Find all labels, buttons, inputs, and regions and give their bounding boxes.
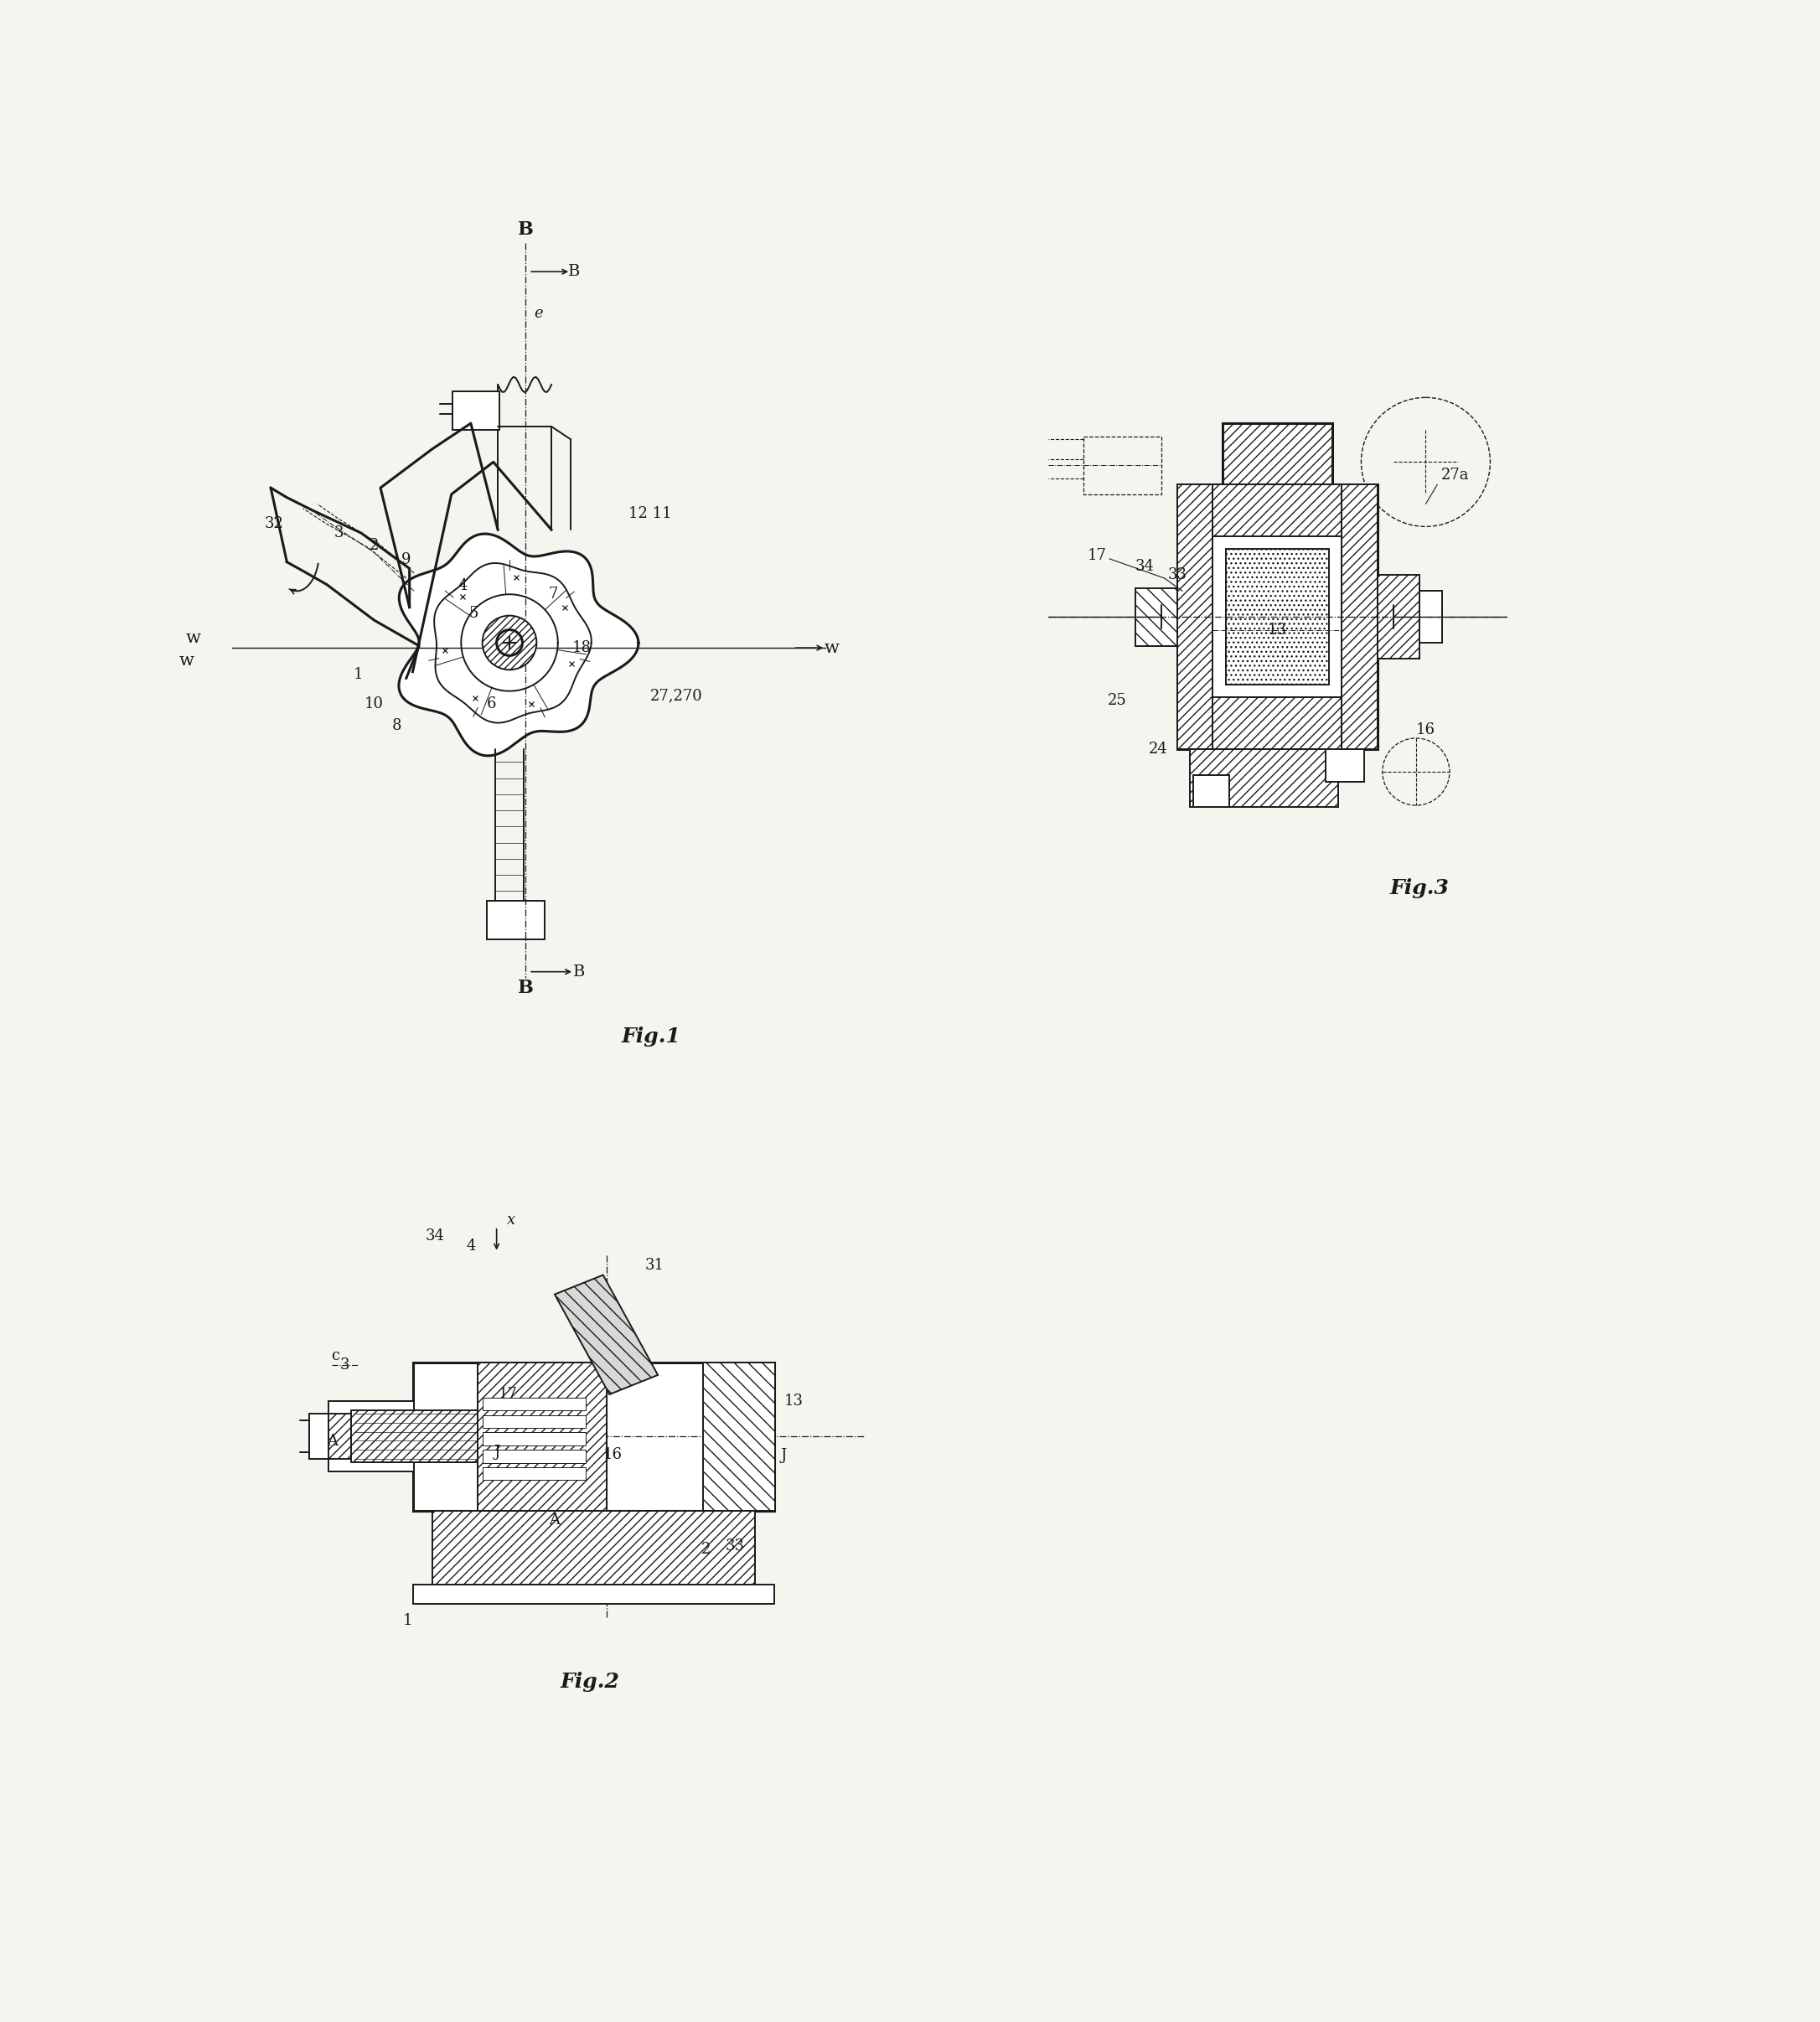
Text: 10: 10 [364,696,384,712]
Bar [1212,698,1341,748]
Text: A: A [550,1512,561,1529]
Text: 17: 17 [1087,548,1107,562]
Text: J: J [493,1446,501,1460]
Text: 24: 24 [1148,742,1167,756]
Text: 27a: 27a [1441,467,1469,483]
Circle shape [482,615,537,669]
Text: Fig.1: Fig.1 [622,1027,681,1045]
Bar [482,1468,586,1480]
Text: w: w [824,639,839,655]
Bar [1083,437,1161,493]
Bar [1225,550,1329,685]
Text: 34: 34 [1136,558,1154,574]
Bar [482,1450,586,1462]
Text: x: x [506,1213,515,1227]
Bar [351,1411,477,1462]
Bar [1212,485,1341,536]
Text: 31: 31 [644,1258,664,1274]
Circle shape [497,629,522,655]
Text: 33: 33 [1168,568,1187,582]
Text: 13: 13 [1269,623,1287,637]
Text: 4: 4 [459,578,468,592]
Text: B: B [568,265,581,279]
Bar [1136,588,1178,645]
Text: 3: 3 [333,526,344,540]
Text: 8: 8 [391,718,402,732]
Bar [1190,748,1338,807]
Bar [453,390,499,431]
Text: 2: 2 [701,1541,712,1557]
Text: w: w [186,631,200,647]
Text: B: B [573,964,586,979]
Bar [488,900,544,940]
Text: 13: 13 [784,1393,803,1409]
Bar [1378,574,1420,659]
Text: B: B [517,979,533,997]
Polygon shape [399,534,639,756]
Text: Fig.3: Fig.3 [1389,878,1449,898]
Bar [413,1585,774,1603]
Text: 4: 4 [466,1237,475,1254]
Text: 25: 25 [1108,694,1127,708]
Bar [413,1363,774,1510]
Text: 6: 6 [486,696,497,712]
Bar [482,1397,586,1411]
Bar [309,1413,331,1460]
Bar [482,1415,586,1428]
Text: 3: 3 [340,1359,349,1373]
Bar [431,1510,755,1585]
Polygon shape [555,1276,657,1395]
Bar [1223,423,1332,485]
Text: c: c [331,1349,340,1363]
Text: A: A [326,1434,337,1450]
Text: 17: 17 [499,1387,517,1401]
Text: 33: 33 [726,1539,744,1553]
Text: e: e [533,305,542,321]
Text: 5: 5 [470,607,479,621]
Bar [482,1432,586,1446]
Text: 12 11: 12 11 [628,506,672,522]
Bar [1212,536,1341,698]
Bar [329,1401,413,1472]
Bar [1420,590,1441,643]
Text: 18: 18 [571,641,592,655]
Text: B: B [517,220,533,239]
Bar [703,1363,775,1510]
Text: 1: 1 [402,1614,413,1628]
Text: 2: 2 [369,538,379,554]
Text: 1: 1 [353,667,362,683]
Text: w: w [180,653,195,669]
Text: 9: 9 [402,552,411,568]
Bar [1194,774,1228,807]
Text: Fig.2: Fig.2 [561,1672,621,1692]
Text: 27,270: 27,270 [650,687,703,704]
Text: 7: 7 [548,586,559,603]
Text: 16: 16 [602,1448,622,1462]
Bar [1341,485,1378,748]
Bar [1325,748,1365,780]
Bar [1178,485,1212,748]
Bar [1178,485,1378,748]
Text: 16: 16 [1416,722,1436,738]
Text: 34: 34 [426,1229,444,1244]
Bar [477,1363,606,1510]
Text: 32: 32 [264,516,284,532]
Bar [329,1413,413,1460]
Text: J: J [781,1448,786,1464]
